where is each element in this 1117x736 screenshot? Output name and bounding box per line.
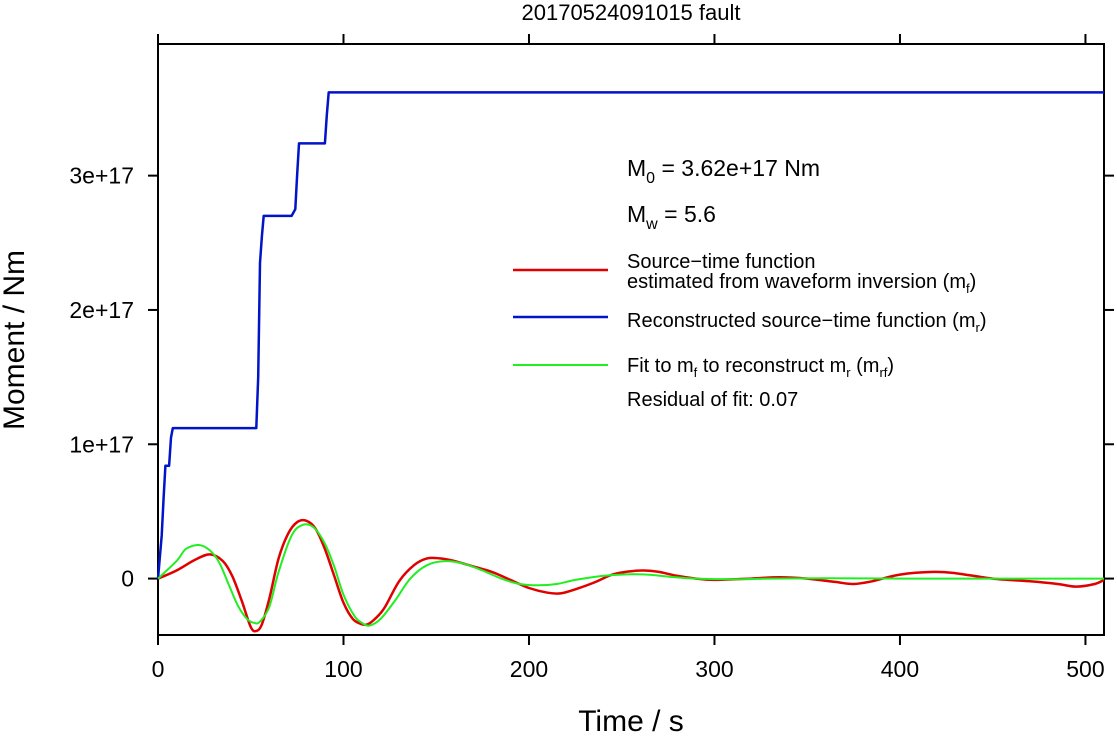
- legend-label-mf-line1: Source−time function: [627, 251, 815, 273]
- legend-label-mf-line2: estimated from waveform inversion (mf): [627, 271, 976, 296]
- x-tick-label: 400: [881, 656, 919, 682]
- y-axis: 0 1e+17 2e+17 3e+17: [69, 163, 1114, 592]
- x-tick-label: 200: [510, 656, 548, 682]
- x-tick-label: 500: [1066, 656, 1104, 682]
- y-axis-label: Moment / Nm: [0, 250, 31, 430]
- legend-label-mr: Reconstructed source−time function (mr): [627, 310, 987, 335]
- legend-label-mrf: Fit to mf to reconstruct mr (mrf): [627, 355, 894, 380]
- residual-annotation: Residual of fit: 0.07: [627, 389, 798, 411]
- x-axis: 0 100 200 300 400 500: [152, 34, 1105, 682]
- legend: Source−time function estimated from wave…: [513, 251, 987, 411]
- series-line-mrf: [157, 523, 1104, 627]
- series-layer: [156, 91, 1105, 633]
- series-line-mf: [157, 518, 1105, 633]
- y-tick-label: 2e+17: [69, 297, 134, 323]
- y-tick-label: 0: [121, 566, 134, 592]
- y-tick-label: 3e+17: [69, 163, 134, 189]
- seismic-moment-annotation: M0 = 3.62e+17 Nm: [627, 155, 820, 187]
- x-tick-label: 0: [152, 656, 165, 682]
- y-tick-label: 1e+17: [69, 431, 134, 457]
- x-axis-label: Time / s: [578, 705, 684, 736]
- x-tick-label: 100: [324, 656, 362, 682]
- chart-title: 20170524091015 fault: [522, 0, 741, 25]
- plot-frame: [157, 43, 1105, 636]
- x-tick-label: 300: [695, 656, 733, 682]
- series-line-mr: [156, 91, 1104, 579]
- moment-magnitude-annotation: Mw = 5.6: [627, 201, 716, 233]
